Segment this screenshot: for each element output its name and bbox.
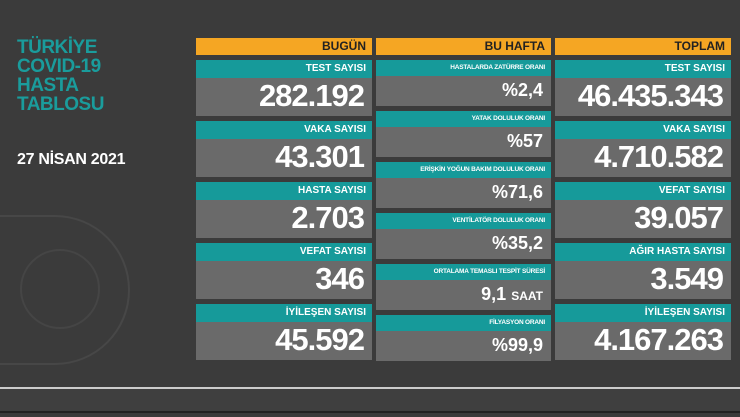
- stat-card: TEST SAYISI 46.435.343: [555, 60, 731, 116]
- stat-value: 4.710.582: [555, 139, 731, 175]
- stat-label: VAKA SAYISI: [196, 121, 372, 139]
- today-column: BUGÜN TEST SAYISI 282.192 VAKA SAYISI 43.301…: [196, 38, 372, 368]
- stat-label: VEFAT SAYISI: [555, 182, 731, 200]
- stat-label: TEST SAYISI: [555, 60, 731, 78]
- stat-value: 346: [196, 261, 372, 297]
- stat-value: 46.435.343: [555, 78, 731, 114]
- stat-label: YATAK DOLULUK ORANI: [376, 111, 551, 127]
- stat-label: AĞIR HASTA SAYISI: [555, 243, 731, 261]
- stat-label: ERİŞKİN YOĞUN BAKIM DOLULUK ORANI: [376, 162, 551, 178]
- value-text: 43.301: [275, 139, 365, 174]
- value-text: 2.703: [291, 200, 365, 235]
- stat-value: 45.592: [196, 322, 372, 358]
- title-line: TÜRKİYE: [17, 37, 97, 58]
- total-column: TOPLAM TEST SAYISI 46.435.343 VAKA SAYISI 4.…: [555, 38, 731, 368]
- value-text: 282.192: [258, 78, 365, 113]
- title-line: TABLOSU: [17, 94, 104, 115]
- stat-label: TEST SAYISI: [196, 60, 372, 78]
- value-text: 45.592: [275, 322, 365, 357]
- title-line: HASTA: [17, 75, 79, 96]
- stat-card: ORTALAMA TEMASLI TESPİT SÜRESİ 9,1 SAAT: [376, 264, 551, 310]
- stat-value: %35,2: [376, 229, 551, 257]
- stat-value: 39.057: [555, 200, 731, 236]
- ministry-emblem: [0, 215, 130, 365]
- stat-value: 2.703: [196, 200, 372, 236]
- stat-card: VAKA SAYISI 43.301: [196, 121, 372, 177]
- stat-label: ORTALAMA TEMASLI TESPİT SÜRESİ: [376, 264, 551, 280]
- stat-value: 3.549: [555, 261, 731, 297]
- value-text: 346: [315, 261, 365, 296]
- stat-card: İYİLEŞEN SAYISI 4.167.263: [555, 304, 731, 360]
- stat-value: %2,4: [376, 76, 551, 104]
- title-line: COVID-19: [17, 56, 101, 77]
- page-title: TÜRKİYE COVID-19 HASTA TABLOSU: [17, 38, 104, 114]
- stat-value: %71,6: [376, 178, 551, 206]
- stat-value: 9,1 SAAT: [376, 280, 551, 310]
- stat-value: 282.192: [196, 78, 372, 114]
- column-header: TOPLAM: [555, 38, 731, 55]
- stat-card: YATAK DOLULUK ORANI %57: [376, 111, 551, 157]
- value-text: 3.549: [650, 261, 724, 296]
- stat-card: İYİLEŞEN SAYISI 45.592: [196, 304, 372, 360]
- stat-card: HASTALARDA ZATÜRRE ORANI %2,4: [376, 60, 551, 106]
- stat-label: İYİLEŞEN SAYISI: [196, 304, 372, 322]
- week-column: BU HAFTA HASTALARDA ZATÜRRE ORANI %2,4 YATA…: [376, 38, 551, 368]
- stat-card: ERİŞKİN YOĞUN BAKIM DOLULUK ORANI %71,6: [376, 162, 551, 208]
- stat-value: %57: [376, 127, 551, 155]
- emblem-inner-ring: [20, 249, 100, 329]
- footer-band: [0, 389, 740, 413]
- stat-value: 43.301: [196, 139, 372, 175]
- value-text: %99,9: [491, 335, 543, 355]
- report-date: 27 NİSAN 2021: [17, 151, 126, 168]
- value-text: 39.057: [634, 200, 724, 235]
- value-text: %35,2: [491, 233, 543, 253]
- value-text: 9,1: [481, 284, 507, 304]
- stat-value: 4.167.263: [555, 322, 731, 358]
- stat-label: VENTİLATÖR DOLULUK ORANI: [376, 213, 551, 229]
- column-header: BUGÜN: [196, 38, 372, 55]
- stat-label: HASTALARDA ZATÜRRE ORANI: [376, 60, 551, 76]
- value-text: %57: [506, 131, 543, 151]
- stat-label: VEFAT SAYISI: [196, 243, 372, 261]
- stat-label: HASTA SAYISI: [196, 182, 372, 200]
- stat-card: HASTA SAYISI 2.703: [196, 182, 372, 238]
- value-text: %2,4: [501, 80, 543, 100]
- stat-value: %99,9: [376, 331, 551, 359]
- stat-card: VENTİLATÖR DOLULUK ORANI %35,2: [376, 213, 551, 259]
- value-text: %71,6: [491, 182, 543, 202]
- value-text: 4.167.263: [594, 322, 724, 357]
- value-text: 4.710.582: [594, 139, 724, 174]
- stat-label: İYİLEŞEN SAYISI: [555, 304, 731, 322]
- stat-card: VEFAT SAYISI 39.057: [555, 182, 731, 238]
- value-unit: SAAT: [511, 289, 543, 303]
- stat-card: VAKA SAYISI 4.710.582: [555, 121, 731, 177]
- divider: [0, 387, 740, 389]
- stat-card: FİLYASYON ORANI %99,9: [376, 315, 551, 361]
- stat-label: FİLYASYON ORANI: [376, 315, 551, 331]
- stat-card: TEST SAYISI 282.192: [196, 60, 372, 116]
- stat-card: VEFAT SAYISI 346: [196, 243, 372, 299]
- column-header: BU HAFTA: [376, 38, 551, 55]
- value-text: 46.435.343: [577, 78, 724, 113]
- stat-card: AĞIR HASTA SAYISI 3.549: [555, 243, 731, 299]
- stat-label: VAKA SAYISI: [555, 121, 731, 139]
